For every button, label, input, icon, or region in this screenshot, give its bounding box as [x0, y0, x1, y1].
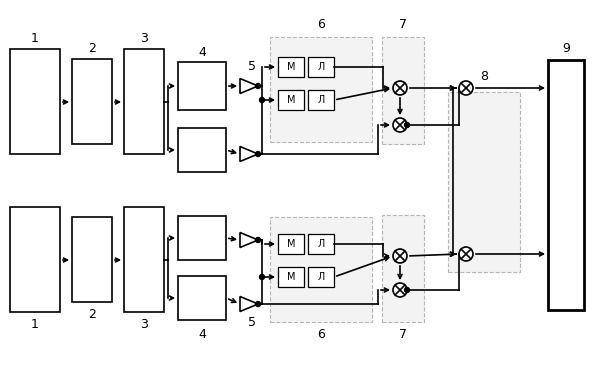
Circle shape [255, 237, 261, 243]
Text: Л: Л [317, 62, 324, 72]
Bar [278, 57, 304, 77]
Polygon shape [240, 78, 258, 93]
Circle shape [459, 247, 473, 261]
Bar [178, 276, 226, 320]
Bar [278, 90, 304, 110]
Bar [382, 215, 424, 322]
Circle shape [393, 249, 407, 263]
Circle shape [393, 81, 407, 95]
Bar [308, 90, 334, 110]
Text: 8: 8 [480, 70, 488, 83]
Text: 2: 2 [88, 308, 96, 321]
Text: 3: 3 [140, 317, 148, 330]
Text: 3: 3 [140, 32, 148, 45]
Text: 7: 7 [399, 328, 407, 341]
Bar [308, 267, 334, 287]
Circle shape [255, 301, 261, 307]
Bar [124, 49, 164, 154]
Bar [308, 57, 334, 77]
Text: 4: 4 [198, 45, 206, 58]
Circle shape [405, 122, 409, 128]
Bar [10, 49, 60, 154]
Bar [10, 207, 60, 312]
Text: M: M [287, 95, 295, 105]
Text: 2: 2 [88, 42, 96, 55]
Text: 4: 4 [198, 327, 206, 340]
Circle shape [405, 288, 409, 292]
Text: 1: 1 [31, 317, 39, 330]
Circle shape [459, 81, 473, 95]
Polygon shape [240, 147, 258, 161]
Circle shape [259, 275, 264, 279]
Text: Л: Л [317, 95, 324, 105]
Bar [308, 234, 334, 254]
Bar [270, 37, 372, 142]
Circle shape [259, 97, 264, 103]
Bar [178, 216, 226, 260]
Text: M: M [287, 272, 295, 282]
Text: 5: 5 [248, 60, 256, 73]
Bar [178, 62, 226, 110]
Polygon shape [240, 296, 258, 311]
Bar [72, 59, 112, 144]
Bar [448, 92, 520, 272]
Polygon shape [240, 232, 258, 247]
Bar [270, 217, 372, 322]
Text: 6: 6 [317, 328, 325, 341]
Text: Л: Л [317, 239, 324, 249]
Text: 1: 1 [31, 32, 39, 45]
Circle shape [255, 151, 261, 157]
Bar [278, 267, 304, 287]
Text: 7: 7 [399, 19, 407, 32]
Text: Л: Л [317, 272, 324, 282]
Bar [178, 128, 226, 172]
Bar [548, 60, 584, 310]
Text: 5: 5 [248, 315, 256, 328]
Circle shape [393, 118, 407, 132]
Bar [278, 234, 304, 254]
Bar [72, 217, 112, 302]
Bar [124, 207, 164, 312]
Circle shape [255, 83, 261, 89]
Bar [382, 37, 424, 144]
Text: M: M [287, 62, 295, 72]
Text: M: M [287, 239, 295, 249]
Text: 9: 9 [562, 42, 570, 55]
Circle shape [393, 283, 407, 297]
Text: 6: 6 [317, 19, 325, 32]
